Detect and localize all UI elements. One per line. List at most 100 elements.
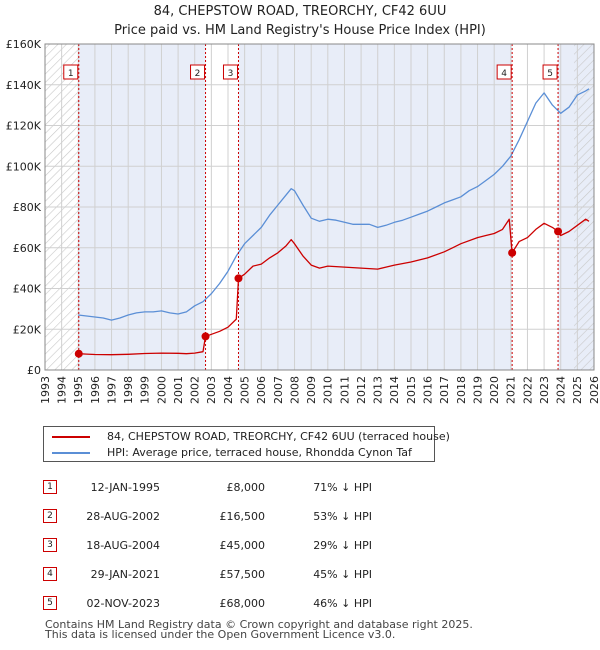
sale-date: 12-JAN-1995 <box>90 481 160 494</box>
sale-label: 5 <box>547 69 553 79</box>
y-tick-label: £20K <box>13 323 42 336</box>
sale-label-box <box>542 64 558 80</box>
legend-label-property: 84, CHEPSTOW ROAD, TREORCHY, CF42 6UU (t… <box>107 430 450 443</box>
sale-label: 3 <box>228 69 234 79</box>
plot-frame <box>44 43 595 371</box>
sale-number-badge: 4 <box>43 567 57 581</box>
x-tick-label: 2003 <box>205 376 218 404</box>
sale-label-box <box>63 64 79 80</box>
sale-date: 18-AUG-2004 <box>86 539 160 552</box>
x-tick-label: 1995 <box>72 376 85 404</box>
sale-date: 29-JAN-2021 <box>90 568 160 581</box>
footer: Contains HM Land Registry data © Crown c… <box>45 618 473 641</box>
legend-label-hpi: HPI: Average price, terraced house, Rhon… <box>107 446 412 459</box>
sale-point <box>201 332 210 341</box>
sale-label: 4 <box>501 69 507 79</box>
title-block: 84, CHEPSTOW ROAD, TREORCHY, CF42 6UU Pr… <box>0 2 600 40</box>
x-tick-label: 2016 <box>421 376 434 404</box>
x-tick-label: 2005 <box>238 376 251 404</box>
table-row: 1 12-JAN-1995 £8,000 71% ↓ HPI <box>0 478 600 498</box>
x-tick-labels: 1993 1994 1995 1996 1997 1998 1999 2000 2001 2002… <box>39 376 600 404</box>
x-tick-label: 2024 <box>555 376 568 404</box>
x-tick-label: 2007 <box>272 376 285 404</box>
x-tick-label: 2001 <box>172 376 185 404</box>
sale-number-badge: 3 <box>43 538 57 552</box>
x-tick-label: 1996 <box>89 376 102 404</box>
x-tick-label: 2022 <box>521 376 534 404</box>
x-tick-label: 1993 <box>39 376 52 404</box>
sale-label-box <box>222 64 238 80</box>
sale-price: £57,500 <box>219 568 266 581</box>
x-tick-label: 2021 <box>505 376 518 404</box>
y-tick-label: £0 <box>27 364 41 377</box>
sale-price: £68,000 <box>219 597 266 610</box>
x-tick-label: 2025 <box>571 376 584 404</box>
y-tick-label: £140K <box>6 79 42 92</box>
footer-licence: This data is licensed under the Open Gov… <box>45 628 396 641</box>
x-tick-label: 2017 <box>438 376 451 404</box>
x-tick-label: 2026 <box>588 376 600 404</box>
sale-hpi-diff: 45% ↓ HPI <box>313 568 372 581</box>
x-tick-label: 2014 <box>388 376 401 404</box>
x-tick-label: 1998 <box>122 376 135 404</box>
x-tick-label: 2002 <box>189 376 202 404</box>
sale-point <box>234 274 243 283</box>
sale-markers: 1 2 3 4 5 <box>63 44 563 370</box>
y-tick-label: £80K <box>13 201 42 214</box>
legend-swatch-hpi <box>52 452 90 454</box>
table-row: 3 18-AUG-2004 £45,000 29% ↓ HPI <box>0 536 600 556</box>
sale-price: £8,000 <box>226 481 266 494</box>
sale-price: £16,500 <box>219 510 266 523</box>
sale-label-box <box>496 64 512 80</box>
sale-hpi-diff: 53% ↓ HPI <box>313 510 372 523</box>
x-tick-label: 2006 <box>255 376 268 404</box>
sale-price: £45,000 <box>219 539 266 552</box>
x-tick-label: 2010 <box>322 376 335 404</box>
sale-date: 28-AUG-2002 <box>86 510 160 523</box>
table-row: 5 02-NOV-2023 £68,000 46% ↓ HPI <box>0 594 600 614</box>
x-tick-label: 2013 <box>372 376 385 404</box>
y-tick-label: £160K <box>6 38 42 51</box>
x-tick-label: 2019 <box>471 376 484 404</box>
sale-point <box>508 248 517 257</box>
sale-hpi-diff: 29% ↓ HPI <box>313 539 372 552</box>
y-tick-label: £120K <box>6 120 42 133</box>
sale-label: 1 <box>68 69 74 79</box>
x-tick-label: 2009 <box>305 376 318 404</box>
x-tick-label: 1994 <box>55 376 68 404</box>
y-tick-label: £40K <box>13 283 42 296</box>
y-tick-labels: £0 £20K £40K £60K £80K £100K £120K £140K £160K <box>6 38 42 377</box>
x-tick-label: 2004 <box>222 376 235 404</box>
chart-title: 84, CHEPSTOW ROAD, TREORCHY, CF42 6UU <box>153 4 447 19</box>
x-tick-label: 1997 <box>105 376 118 404</box>
chart-subtitle: Price paid vs. HM Land Registry's House … <box>114 23 486 38</box>
sale-number-badge: 1 <box>43 480 57 494</box>
sale-label-box <box>190 64 206 80</box>
x-tick-label: 2012 <box>355 376 368 404</box>
x-tick-label: 2011 <box>338 376 351 404</box>
y-tick-label: £100K <box>6 160 42 173</box>
x-tick-label: 2000 <box>155 376 168 404</box>
sale-hpi-diff: 46% ↓ HPI <box>313 597 372 610</box>
footer-copyright: Contains HM Land Registry data © Crown c… <box>45 618 473 631</box>
x-tick-label: 2018 <box>455 376 468 404</box>
y-tick-label: £60K <box>13 242 42 255</box>
sale-number-badge: 2 <box>43 509 57 523</box>
sale-hpi-diff: 71% ↓ HPI <box>313 481 372 494</box>
sale-number-badge: 5 <box>43 596 57 610</box>
x-tick-label: 1999 <box>139 376 152 404</box>
table-row: 4 29-JAN-2021 £57,500 45% ↓ HPI <box>0 565 600 585</box>
hpi-line <box>78 88 590 321</box>
sale-point <box>74 349 83 358</box>
legend: 84, CHEPSTOW ROAD, TREORCHY, CF42 6UU (t… <box>43 426 450 462</box>
x-tick-label: 2023 <box>538 376 551 404</box>
sale-label: 2 <box>195 69 201 79</box>
x-tick-label: 2008 <box>288 376 301 404</box>
series-lines <box>78 88 590 356</box>
legend-swatch-property <box>52 436 90 438</box>
table-row: 2 28-AUG-2002 £16,500 53% ↓ HPI <box>0 507 600 527</box>
sale-point <box>554 227 563 236</box>
property-price-line <box>78 218 590 356</box>
x-tick-label: 2015 <box>405 376 418 404</box>
